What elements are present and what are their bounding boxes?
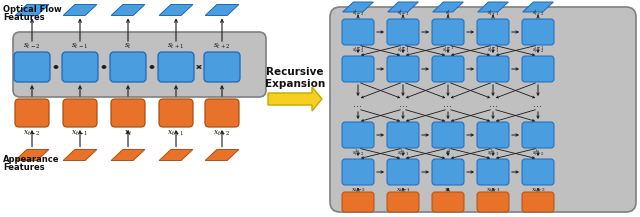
Polygon shape [15,150,49,161]
FancyBboxPatch shape [204,52,240,82]
Polygon shape [15,5,49,15]
Text: $s^1_{t+1}$: $s^1_{t+1}$ [487,147,499,158]
Polygon shape [111,150,145,161]
Text: Recursive: Recursive [266,67,324,77]
Text: $s^1_{t+2}$: $s^1_{t+2}$ [532,147,545,158]
Text: $x_t$: $x_t$ [124,129,132,138]
Text: $x_{t+1}$: $x_{t+1}$ [167,129,185,138]
Polygon shape [63,5,97,15]
FancyBboxPatch shape [387,56,419,82]
Text: $s^i_{t+1}$: $s^i_{t+1}$ [487,7,499,18]
Polygon shape [523,2,554,12]
FancyBboxPatch shape [342,122,374,148]
Polygon shape [342,2,373,12]
Text: $x_{t-1}$: $x_{t-1}$ [71,129,89,138]
Polygon shape [433,2,463,12]
FancyBboxPatch shape [522,56,554,82]
FancyBboxPatch shape [477,122,509,148]
FancyBboxPatch shape [477,192,509,212]
Text: ...: ... [353,99,362,109]
Text: $s^i_{t-2}$: $s^i_{t-2}$ [351,7,364,18]
Text: $s_t$: $s_t$ [124,41,132,51]
FancyBboxPatch shape [342,56,374,82]
FancyBboxPatch shape [110,52,146,82]
Text: $x_{t+2}$: $x_{t+2}$ [531,186,545,194]
Polygon shape [205,150,239,161]
Text: ...: ... [444,99,452,109]
Text: $s^1_t$: $s^1_t$ [445,147,451,158]
Text: $x_t$: $x_t$ [444,186,452,194]
FancyBboxPatch shape [14,52,50,82]
Text: $s^{i-1}_t$: $s^{i-1}_t$ [442,44,454,55]
FancyBboxPatch shape [432,56,464,82]
Text: $x_{t+1}$: $x_{t+1}$ [486,186,500,194]
Polygon shape [63,150,97,161]
FancyBboxPatch shape [15,99,49,127]
Text: $s^i_{t-1}$: $s^i_{t-1}$ [397,7,409,18]
FancyBboxPatch shape [342,159,374,185]
FancyBboxPatch shape [63,99,97,127]
Text: ...: ... [399,99,408,109]
Polygon shape [159,150,193,161]
Text: $s^{i-1}_{t+1}$: $s^{i-1}_{t+1}$ [487,44,499,55]
FancyBboxPatch shape [342,19,374,45]
Text: Features: Features [3,13,45,23]
Text: $s^1_{t-1}$: $s^1_{t-1}$ [397,147,409,158]
Text: $x_{t-1}$: $x_{t-1}$ [396,186,410,194]
FancyBboxPatch shape [387,192,419,212]
FancyBboxPatch shape [111,99,145,127]
Polygon shape [388,2,419,12]
Text: Features: Features [3,163,45,173]
FancyBboxPatch shape [62,52,98,82]
Polygon shape [268,87,322,111]
Polygon shape [477,2,508,12]
FancyBboxPatch shape [432,122,464,148]
FancyBboxPatch shape [522,192,554,212]
FancyBboxPatch shape [432,159,464,185]
Text: $s_{t-2}$: $s_{t-2}$ [23,41,41,51]
FancyBboxPatch shape [522,159,554,185]
Text: $s^1_{t-2}$: $s^1_{t-2}$ [351,147,364,158]
FancyBboxPatch shape [159,99,193,127]
FancyBboxPatch shape [342,192,374,212]
Text: $s_{t+2}$: $s_{t+2}$ [213,41,230,51]
FancyBboxPatch shape [522,122,554,148]
FancyBboxPatch shape [387,159,419,185]
Text: $s^i_t$: $s^i_t$ [445,7,451,18]
FancyBboxPatch shape [477,159,509,185]
Text: $s_{t+1}$: $s_{t+1}$ [167,41,185,51]
Polygon shape [205,5,239,15]
Text: Appearance: Appearance [3,156,60,164]
FancyBboxPatch shape [477,19,509,45]
Text: ...: ... [534,99,543,109]
FancyBboxPatch shape [522,19,554,45]
Polygon shape [111,5,145,15]
FancyBboxPatch shape [205,99,239,127]
Text: $x_{t-2}$: $x_{t-2}$ [23,129,41,138]
FancyBboxPatch shape [477,56,509,82]
Text: $s^{i-1}_{t-2}$: $s^{i-1}_{t-2}$ [351,44,364,55]
FancyBboxPatch shape [387,19,419,45]
FancyBboxPatch shape [158,52,194,82]
FancyBboxPatch shape [432,192,464,212]
Text: Expansion: Expansion [265,79,325,89]
Text: ...: ... [488,99,497,109]
FancyBboxPatch shape [432,19,464,45]
Text: $s^{i-1}_{t+2}$: $s^{i-1}_{t+2}$ [532,44,545,55]
Text: $s_{t-1}$: $s_{t-1}$ [71,41,89,51]
FancyBboxPatch shape [330,7,636,212]
Text: $s^i_{t+2}$: $s^i_{t+2}$ [532,7,545,18]
Polygon shape [159,5,193,15]
Text: $s^{i-1}_{t-1}$: $s^{i-1}_{t-1}$ [397,44,409,55]
Text: $x_{t+2}$: $x_{t+2}$ [213,129,231,138]
FancyBboxPatch shape [13,32,266,97]
Text: $x_{t-2}$: $x_{t-2}$ [351,186,365,194]
Text: Optical Flow: Optical Flow [3,5,61,15]
FancyBboxPatch shape [387,122,419,148]
